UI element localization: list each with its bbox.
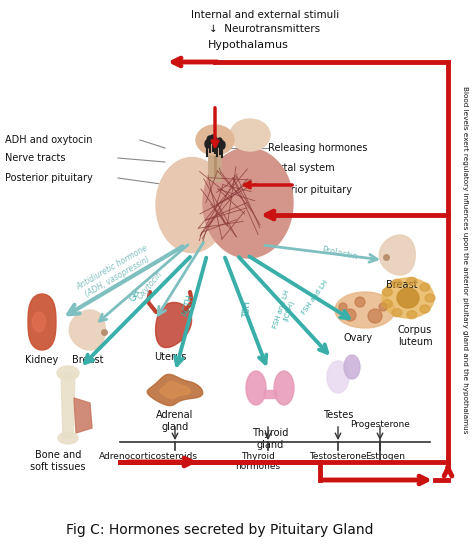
Ellipse shape [344,309,356,321]
Ellipse shape [397,288,419,308]
Ellipse shape [335,292,395,328]
Text: Portal system: Portal system [268,163,335,173]
Ellipse shape [212,137,218,145]
Ellipse shape [230,119,270,151]
Ellipse shape [210,135,215,143]
Text: Kidney: Kidney [26,355,59,365]
Ellipse shape [344,355,360,379]
Text: Testosterone: Testosterone [309,452,367,461]
Polygon shape [264,390,276,398]
Text: ↓  Neurotransmitters: ↓ Neurotransmitters [210,24,320,34]
Text: Uterus: Uterus [154,352,186,362]
Text: Fig C: Hormones secreted by Pituitary Gland: Fig C: Hormones secreted by Pituitary Gl… [66,523,374,537]
Ellipse shape [246,371,266,405]
Text: Posterior pituitary: Posterior pituitary [5,173,93,183]
Polygon shape [379,235,415,275]
Text: Estrogen: Estrogen [365,452,405,461]
Ellipse shape [156,157,228,252]
Ellipse shape [368,309,382,323]
Text: Anterior pituitary: Anterior pituitary [268,185,352,195]
Ellipse shape [407,311,417,319]
Text: ACTH: ACTH [181,293,195,317]
Text: Corpus
luteum: Corpus luteum [398,325,432,347]
Text: Internal and external stimuli: Internal and external stimuli [191,10,339,20]
Ellipse shape [327,361,349,393]
Text: GH: GH [128,287,142,303]
Ellipse shape [207,136,212,144]
Ellipse shape [274,371,294,405]
Text: Breast: Breast [72,355,104,365]
Text: ADH and oxytocin: ADH and oxytocin [5,135,92,145]
Ellipse shape [205,140,210,148]
Text: Adrenocorticosteroids: Adrenocorticosteroids [99,452,198,461]
Polygon shape [28,294,56,350]
Ellipse shape [420,283,430,291]
Text: Antidiuretic hormone
(ADH, vasopressin): Antidiuretic hormone (ADH, vasopressin) [75,243,155,301]
Ellipse shape [57,366,79,380]
Ellipse shape [407,277,417,285]
Text: FSH and LH
(ICSH): FSH and LH (ICSH) [273,289,298,331]
Text: Ovary: Ovary [344,333,373,343]
Text: Adrenal
gland: Adrenal gland [156,410,194,432]
Ellipse shape [392,279,402,287]
Text: Testes: Testes [323,410,353,420]
Ellipse shape [217,138,222,146]
Text: Progesterone: Progesterone [350,420,410,429]
Text: Blood levels exert regulatory influences upon the anterior pituitary gland and t: Blood levels exert regulatory influences… [462,86,468,434]
Ellipse shape [355,297,365,307]
Text: Prolactin: Prolactin [321,245,359,261]
Polygon shape [69,310,105,350]
Text: Thyroid
gland: Thyroid gland [252,428,288,449]
Text: Nerve tracts: Nerve tracts [5,153,65,163]
Ellipse shape [203,148,293,258]
Ellipse shape [383,300,392,308]
Polygon shape [147,374,203,406]
Text: Oxytocin: Oxytocin [136,269,164,301]
Ellipse shape [382,278,434,318]
Polygon shape [61,373,75,438]
Polygon shape [155,302,191,348]
Text: FSH and LH: FSH and LH [301,279,329,315]
Text: Breast: Breast [386,280,418,290]
Polygon shape [160,381,190,399]
Text: Thyroid
hormones: Thyroid hormones [236,452,281,471]
Text: TSH: TSH [242,301,252,319]
Text: Releasing hormones: Releasing hormones [268,143,367,153]
Ellipse shape [58,432,78,444]
Ellipse shape [220,141,225,149]
Polygon shape [74,398,92,433]
Ellipse shape [383,288,392,296]
Text: Hypothalamus: Hypothalamus [208,40,289,50]
Ellipse shape [196,125,234,155]
Polygon shape [33,312,46,332]
Ellipse shape [392,309,402,317]
Ellipse shape [420,305,430,313]
Ellipse shape [379,303,387,311]
Text: Bone and
soft tissues: Bone and soft tissues [30,450,86,471]
Ellipse shape [339,303,347,311]
Ellipse shape [215,140,220,147]
Ellipse shape [425,294,435,302]
